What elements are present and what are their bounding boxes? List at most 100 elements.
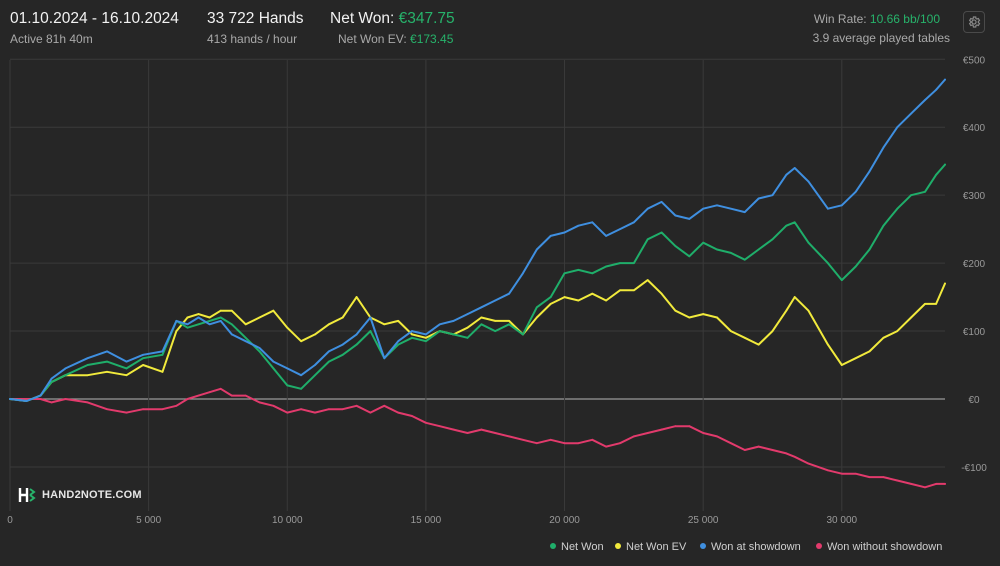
series-point-0 [935,173,937,176]
series-point-3 [716,435,718,438]
series-line-2 [9,78,946,402]
legend-item-net-won-ev[interactable]: Net Won EV [615,541,686,553]
series-point-2 [219,319,222,322]
series-point-3 [39,398,42,400]
series-point-1 [660,292,663,295]
series-point-0 [244,336,247,339]
series-point-2 [827,207,829,210]
series-point-1 [480,316,483,319]
legend-item-net-won[interactable]: Net Won [550,541,604,553]
series-point-3 [935,483,937,485]
series-point-2 [882,146,885,149]
series-point-2 [896,126,899,129]
series-point-0 [793,221,796,224]
series-point-2 [466,313,469,315]
legend-label: Net Won EV [626,541,687,553]
legend-label: Won at showdown [711,541,801,553]
series-point-1 [840,364,843,366]
series-point-0 [452,333,455,336]
series-point-3 [466,432,469,434]
series-point-3 [577,442,580,445]
series-point-0 [882,224,885,227]
series-point-3 [425,421,427,424]
series-point-2 [674,214,677,217]
series-point-3 [25,398,28,400]
gear-icon [968,16,981,28]
series-point-2 [25,400,28,402]
series-point-0 [757,248,760,251]
series-point-3 [924,486,926,489]
series-point-1 [591,292,594,295]
series-point-0 [508,323,510,326]
series-point-1 [757,343,760,346]
series-point-2 [757,197,760,200]
series-point-2 [161,350,164,353]
series-point-3 [327,408,330,411]
series-point-1 [230,309,233,312]
series-point-0 [771,238,774,241]
series-point-3 [314,411,316,414]
x-tick-label: 5 000 [136,515,161,526]
series-point-3 [438,425,441,428]
summary-header: 01.10.2024 - 16.10.2024 Active 81h 40m 3… [0,0,1000,56]
legend-dot-net-won [550,543,556,549]
series-point-1 [494,319,497,322]
series-point-0 [619,262,621,264]
series-point-0 [591,272,594,275]
series-point-3 [125,411,128,414]
series-point-1 [729,330,732,332]
series-point-3 [355,404,358,407]
series-point-2 [494,299,497,302]
series-point-3 [186,398,189,400]
series-point-2 [125,360,128,363]
x-tick-label: 25 000 [688,515,719,526]
series-point-0 [438,330,441,332]
series-point-1 [397,319,400,322]
legend-item-non-showdown[interactable]: Won without showdown [816,541,942,553]
series-point-3 [840,472,843,475]
series-point-1 [896,330,899,332]
series-point-2 [50,377,53,380]
series-point-0 [142,357,144,360]
series-point-0 [466,336,469,339]
series-point-2 [771,194,774,197]
series-point-1 [355,296,358,298]
series-point-0 [646,238,649,241]
hand2note-logo-icon [18,488,36,502]
series-point-0 [807,241,810,244]
y-tick-label: -€100 [961,463,987,474]
settings-button[interactable] [963,11,985,33]
series-point-3 [535,442,538,445]
net-won-label: Net Won: [330,10,399,27]
net-won: Net Won: €347.75 [330,10,455,28]
series-point-1 [716,316,718,319]
series-point-2 [840,204,843,207]
series-point-1 [854,357,857,360]
series-point-3 [142,408,144,411]
series-point-0 [535,306,538,309]
series-point-1 [577,299,580,302]
series-point-2 [452,319,455,322]
series-point-1 [910,316,913,319]
series-point-3 [771,449,774,451]
x-tick-label: 20 000 [549,515,580,526]
series-point-1 [314,333,316,336]
date-range: 01.10.2024 - 16.10.2024 [10,10,179,27]
series-point-0 [868,248,871,251]
series-point-2 [9,398,11,400]
series-point-1 [411,333,413,336]
series-point-0 [272,367,275,370]
legend-dot-net-won-ev [615,543,621,549]
series-point-3 [411,415,413,417]
net-won-ev: Net Won EV: €173.45 [338,32,453,46]
series-point-1 [688,316,691,319]
series-point-2 [854,190,857,193]
series-point-1 [632,289,635,292]
series-point-0 [286,384,289,387]
series-point-0 [910,194,913,197]
series-point-0 [258,350,261,353]
series-point-2 [300,374,303,377]
hands-per-hour: 413 hands / hour [207,32,298,46]
series-point-2 [785,173,788,176]
legend-item-showdown[interactable]: Won at showdown [700,541,801,553]
